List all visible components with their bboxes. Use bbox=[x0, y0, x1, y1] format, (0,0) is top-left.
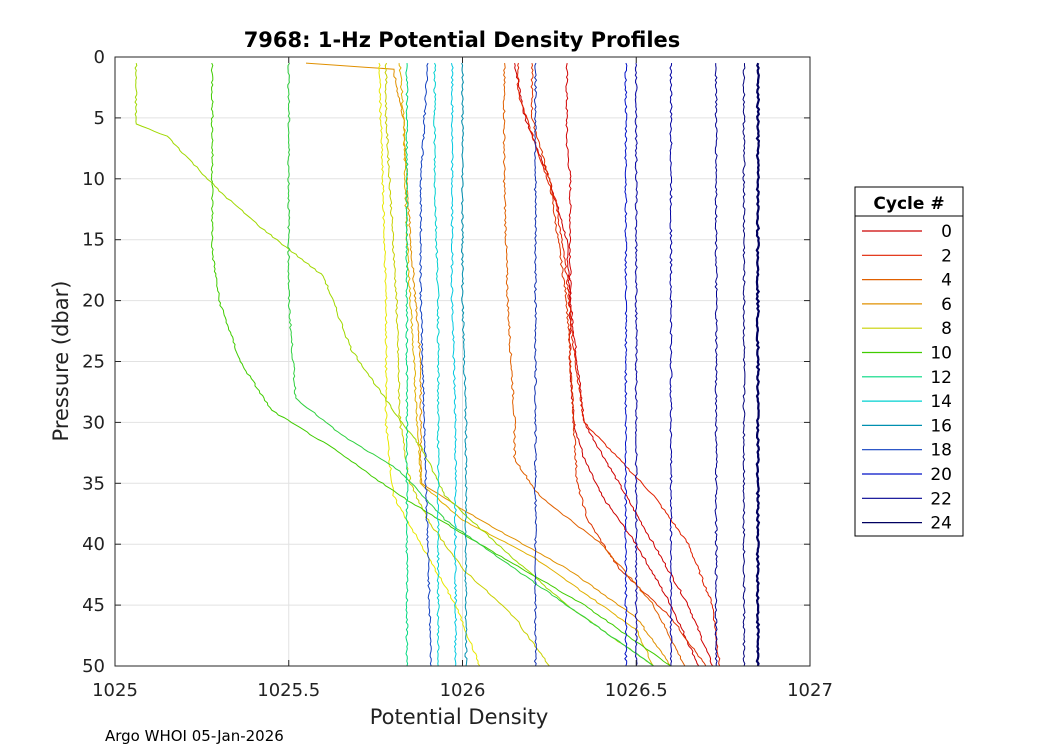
y-tick-label: 35 bbox=[82, 473, 105, 494]
y-tick-label: 30 bbox=[82, 412, 105, 433]
profile-line-1 bbox=[565, 62, 714, 667]
legend-label: 22 bbox=[930, 489, 952, 509]
profile-line-17 bbox=[533, 62, 538, 667]
profile-line-18 bbox=[624, 62, 628, 667]
profile-line-20 bbox=[669, 63, 673, 667]
x-axis-label: Potential Density bbox=[370, 705, 549, 729]
profile-line-12 bbox=[405, 63, 409, 667]
profile-line-23 bbox=[755, 62, 761, 667]
y-tick-label: 50 bbox=[82, 656, 105, 677]
y-tick-label: 20 bbox=[82, 291, 105, 312]
x-tick-label: 1027 bbox=[787, 680, 833, 701]
legend-label: 18 bbox=[930, 441, 952, 461]
profile-line-11 bbox=[287, 62, 654, 667]
x-tick-label: 1025 bbox=[92, 680, 138, 701]
y-tick-label: 45 bbox=[82, 595, 105, 616]
legend-label: 12 bbox=[930, 368, 952, 388]
x-tick-labels: 1025 1025.5 1026 1026.5 1027 bbox=[92, 57, 833, 701]
legend-label: 2 bbox=[941, 246, 952, 266]
legend-title: Cycle # bbox=[873, 194, 944, 214]
y-tick-labels: 0 5 10 15 20 25 30 35 40 45 50 bbox=[82, 47, 810, 677]
legend-label: 4 bbox=[941, 271, 952, 291]
legend-label: 8 bbox=[941, 319, 952, 339]
legend-box bbox=[854, 186, 964, 537]
profile-line-9 bbox=[134, 62, 654, 667]
profile-line-10 bbox=[210, 62, 672, 667]
y-tick-label: 5 bbox=[94, 108, 105, 129]
y-tick-label: 25 bbox=[82, 352, 105, 373]
legend-label: 6 bbox=[941, 295, 952, 315]
y-axis-label: Pressure (dbar) bbox=[49, 281, 73, 442]
profile-line-2 bbox=[516, 62, 721, 667]
profile-line-8 bbox=[377, 62, 481, 667]
profile-line-7 bbox=[384, 62, 550, 667]
plot-series bbox=[134, 62, 761, 667]
legend-label: 14 bbox=[930, 392, 952, 412]
legend-label: 20 bbox=[930, 465, 952, 485]
profile-line-22 bbox=[742, 63, 746, 667]
profile-line-16 bbox=[419, 62, 432, 667]
x-tick-label: 1026.5 bbox=[605, 680, 668, 701]
profile-line-21 bbox=[714, 63, 718, 666]
profile-line-15 bbox=[460, 62, 468, 667]
y-tick-label: 15 bbox=[82, 230, 105, 251]
profile-line-14 bbox=[450, 62, 458, 667]
y-tick-label: 0 bbox=[94, 47, 105, 68]
profile-line-19 bbox=[634, 62, 638, 667]
y-tick-label: 40 bbox=[82, 534, 105, 555]
legend-label: 16 bbox=[930, 416, 952, 436]
x-tick-label: 1025.5 bbox=[257, 680, 320, 701]
chart-title: 7968: 1-Hz Potential Density Profiles bbox=[244, 28, 681, 52]
legend-label: 24 bbox=[930, 514, 952, 534]
profile-line-4 bbox=[502, 63, 686, 667]
profile-line-13 bbox=[433, 62, 440, 667]
legend-label: 10 bbox=[930, 344, 952, 364]
x-tick-label: 1026 bbox=[440, 680, 486, 701]
y-tick-label: 10 bbox=[82, 169, 105, 190]
profile-line-3 bbox=[530, 62, 707, 667]
footer-credit: Argo WHOI 05-Jan-2026 bbox=[105, 727, 284, 745]
legend-label: 0 bbox=[941, 222, 952, 242]
profile-line-6 bbox=[398, 63, 654, 667]
